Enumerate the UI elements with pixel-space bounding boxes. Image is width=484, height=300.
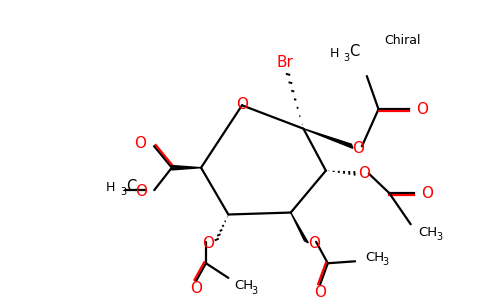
Text: C: C: [126, 179, 136, 194]
Text: 3: 3: [382, 257, 389, 267]
Text: O: O: [236, 97, 248, 112]
Text: O: O: [358, 166, 370, 181]
Text: O: O: [422, 185, 433, 200]
Text: 3: 3: [344, 52, 349, 62]
Text: H: H: [330, 47, 339, 60]
Text: O: O: [190, 281, 202, 296]
Text: O: O: [135, 136, 147, 151]
Text: 3: 3: [120, 187, 126, 197]
Text: O: O: [308, 236, 320, 251]
Text: O: O: [314, 285, 326, 300]
Text: C: C: [349, 44, 360, 59]
Polygon shape: [303, 129, 353, 148]
Text: O: O: [202, 236, 214, 251]
Polygon shape: [291, 212, 308, 243]
Text: H: H: [106, 181, 115, 194]
Polygon shape: [172, 166, 201, 170]
Text: Br: Br: [276, 55, 293, 70]
Text: Chiral: Chiral: [384, 34, 421, 47]
Text: O: O: [136, 184, 148, 199]
Text: CH: CH: [234, 279, 253, 292]
Text: 3: 3: [252, 286, 258, 296]
Text: O: O: [352, 141, 364, 156]
Text: 3: 3: [436, 232, 442, 242]
Text: O: O: [417, 102, 428, 117]
Text: CH: CH: [419, 226, 438, 238]
Text: CH: CH: [365, 251, 384, 264]
